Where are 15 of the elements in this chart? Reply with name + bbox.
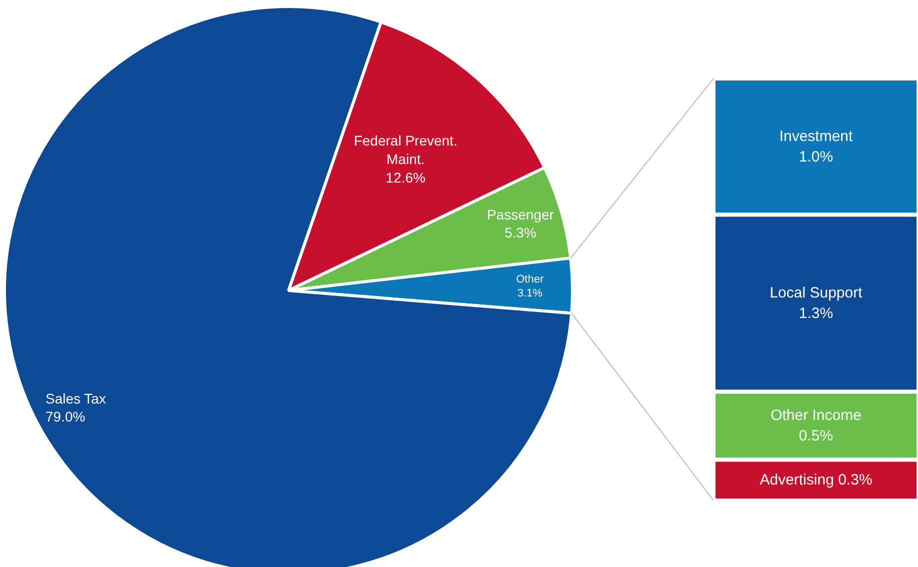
data-label: 12.6%	[386, 169, 426, 186]
data-label: 5.3%	[504, 224, 536, 241]
series-label: Other Income	[770, 406, 862, 424]
slice-label: Other	[516, 273, 544, 286]
slice-label: Federal Prevent. Maint.	[354, 132, 458, 167]
slice-label: Sales Tax	[46, 390, 106, 406]
data-label: 0.5%	[798, 427, 834, 444]
series-label: Investment	[779, 128, 854, 145]
data-label: 79.0%	[46, 408, 86, 425]
data-label: 3.1%	[517, 287, 543, 300]
data-label: 1.3%	[798, 304, 834, 322]
slice-label: Passenger	[486, 206, 554, 222]
series-label: Local Support	[770, 284, 864, 302]
text: Advertising 0.3%	[760, 472, 872, 489]
data-label: 1.0%	[798, 148, 834, 166]
